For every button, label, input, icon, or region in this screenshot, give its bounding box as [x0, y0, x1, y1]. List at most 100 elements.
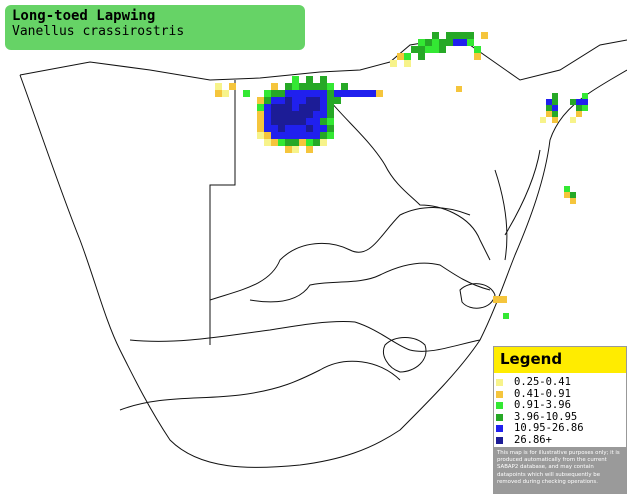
grid-cell: [582, 105, 588, 111]
title-box: Long-toed Lapwing Vanellus crassirostris: [5, 5, 305, 50]
grid-cell: [313, 90, 320, 97]
grid-cell: [552, 117, 558, 123]
grid-cell: [313, 139, 320, 146]
legend-item: 0.91-3.96: [496, 399, 626, 412]
grid-cell: [299, 90, 306, 97]
grid-cell: [285, 90, 292, 97]
grid-cell: [306, 83, 313, 90]
grid-cell: [271, 118, 278, 125]
grid-cell: [432, 32, 439, 39]
grid-cell: [264, 111, 271, 118]
legend-item: 0.25-0.41: [496, 376, 626, 389]
grid-cell: [327, 90, 334, 97]
legend: Legend 0.25-0.41 0.41-0.91 0.91-3.96 3.96-1…: [493, 346, 627, 494]
grid-cell: [257, 125, 264, 132]
grid-cell: [292, 111, 299, 118]
grid-cell: [320, 125, 327, 132]
distribution-cells: [215, 32, 588, 319]
legend-label: 0.41-0.91: [514, 387, 571, 400]
grid-cell: [369, 90, 376, 97]
grid-cell: [278, 111, 285, 118]
grid-cell: [418, 53, 425, 60]
legend-label: 26.86+: [514, 433, 552, 446]
grid-cell: [327, 132, 334, 139]
grid-cell: [320, 111, 327, 118]
grid-cell: [327, 111, 334, 118]
grid-cell: [439, 46, 446, 53]
grid-cell: [564, 186, 570, 192]
grid-cell: [299, 125, 306, 132]
grid-cell: [271, 132, 278, 139]
grid-cell: [467, 32, 474, 39]
grid-cell: [425, 46, 432, 53]
grid-cell: [264, 139, 271, 146]
grid-cell: [334, 97, 341, 104]
grid-cell: [306, 90, 313, 97]
legend-items: 0.25-0.41 0.41-0.91 0.91-3.96 3.96-10.95 10.…: [494, 373, 626, 446]
legend-item: 3.96-10.95: [496, 411, 626, 424]
grid-cell: [540, 117, 546, 123]
grid-cell: [432, 39, 439, 46]
grid-cell: [320, 97, 327, 104]
grid-cell: [474, 53, 481, 60]
grid-cell: [503, 313, 509, 319]
grid-cell: [313, 111, 320, 118]
grid-cell: [271, 139, 278, 146]
title: Long-toed Lapwing: [12, 8, 156, 24]
grid-cell: [320, 118, 327, 125]
grid-cell: [341, 83, 348, 90]
grid-cell: [222, 90, 229, 97]
grid-cell: [264, 132, 271, 139]
grid-cell: [418, 39, 425, 46]
grid-cell: [576, 105, 582, 111]
legend-swatch: [496, 425, 503, 433]
grid-cell: [320, 104, 327, 111]
grid-cell: [460, 32, 467, 39]
grid-cell: [446, 32, 453, 39]
grid-cell: [467, 39, 474, 46]
grid-cell: [264, 118, 271, 125]
grid-cell: [271, 111, 278, 118]
grid-cell: [271, 83, 278, 90]
grid-cell: [215, 83, 222, 90]
grid-cell: [299, 139, 306, 146]
grid-cell: [229, 83, 236, 90]
grid-cell: [576, 99, 582, 105]
grid-cell: [285, 139, 292, 146]
grid-cell: [278, 104, 285, 111]
grid-cell: [257, 111, 264, 118]
grid-cell: [397, 53, 404, 60]
grid-cell: [376, 90, 383, 97]
grid-cell: [306, 146, 313, 153]
grid-cell: [306, 132, 313, 139]
grid-cell: [299, 83, 306, 90]
subtitle: Vanellus crassirostris: [12, 24, 185, 39]
grid-cell: [570, 99, 576, 105]
grid-cell: [257, 104, 264, 111]
legend-label: 0.25-0.41: [514, 376, 571, 388]
grid-cell: [292, 76, 299, 83]
grid-cell: [292, 118, 299, 125]
grid-cell: [306, 104, 313, 111]
grid-cell: [313, 118, 320, 125]
borders: [19, 39, 627, 468]
grid-cell: [474, 46, 481, 53]
grid-cell: [278, 139, 285, 146]
grid-cell: [306, 97, 313, 104]
grid-cell: [313, 97, 320, 104]
grid-cell: [313, 83, 320, 90]
grid-cell: [278, 90, 285, 97]
grid-cell: [327, 118, 334, 125]
grid-cell: [453, 32, 460, 39]
legend-item: 10.95-26.86: [496, 422, 626, 435]
grid-cell: [264, 97, 271, 104]
legend-item: 0.41-0.91: [496, 387, 626, 401]
grid-cell: [320, 90, 327, 97]
grid-cell: [313, 104, 320, 111]
grid-cell: [271, 104, 278, 111]
grid-cell: [552, 93, 558, 99]
grid-cell: [456, 86, 462, 92]
grid-cell: [411, 46, 418, 53]
